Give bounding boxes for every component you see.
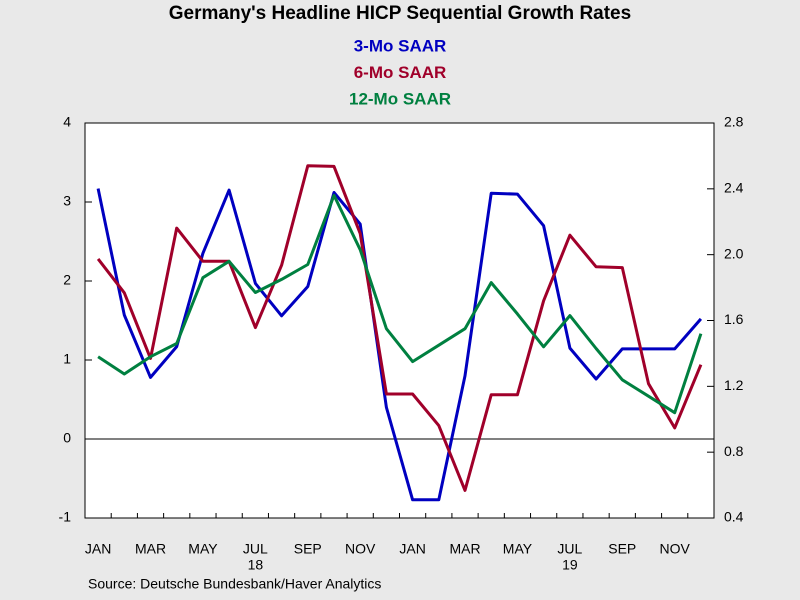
y-tick-label: 3 (63, 193, 71, 209)
line-series (97, 193, 703, 415)
y2-tick-label: 1.2 (724, 377, 744, 393)
x-tick-label: MAY (188, 541, 218, 557)
source: Source: Deutsche Bundesbank/Haver Analyt… (88, 576, 381, 592)
y-tick-label: -1 (59, 509, 72, 525)
y-tick-label: 1 (63, 351, 71, 367)
line-series (96, 188, 703, 502)
line-series (96, 164, 703, 492)
chart-title: Germany's Headline HICP Sequential Growt… (169, 3, 631, 24)
y-tick-label: 2 (63, 272, 71, 288)
y-tick-label: 0 (63, 430, 71, 446)
y2-tick-label: 2.0 (724, 245, 744, 261)
x-tick-label: JAN (85, 541, 111, 557)
y2-tick-label: 2.8 (724, 114, 744, 130)
year-label: 18 (248, 557, 264, 573)
x-tick-label: NOV (345, 541, 376, 557)
legend-entry: 12-Mo SAAR (349, 89, 451, 108)
x-tick-label: JAN (399, 541, 425, 557)
x-tick-label: JUL (243, 541, 268, 557)
year-label: 19 (562, 557, 578, 573)
x-tick-label: JUL (557, 541, 582, 557)
x-tick-label: MAR (449, 541, 480, 557)
y2-tick-label: 1.6 (724, 311, 744, 327)
x-tick-label: SEP (294, 541, 322, 557)
y-tick-label: 4 (63, 114, 71, 130)
y2-tick-label: 0.4 (724, 509, 744, 525)
x-tick-label: NOV (660, 541, 691, 557)
legend-entry: 3-Mo SAAR (354, 36, 447, 55)
x-tick-label: MAR (135, 541, 166, 557)
x-tick-label: MAY (503, 541, 533, 557)
legend-entry: 6-Mo SAAR (354, 63, 447, 82)
x-tick-label: SEP (608, 541, 636, 557)
y2-tick-label: 0.8 (724, 443, 744, 459)
y2-tick-label: 2.4 (724, 180, 744, 196)
